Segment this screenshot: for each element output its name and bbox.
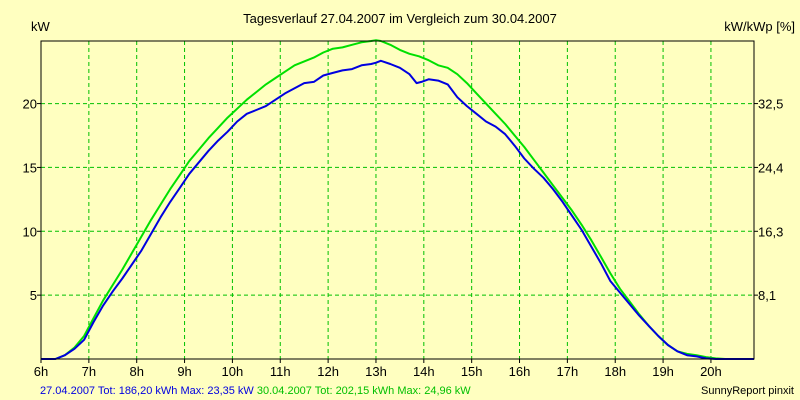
y-tick-label-right: 8,1	[758, 288, 776, 303]
y-tick-label-right: 32,5	[758, 97, 783, 112]
series-line-2	[41, 39, 754, 360]
x-tick-label: 14h	[413, 364, 435, 379]
credit-text: SunnyReport pinxit	[701, 385, 794, 397]
y-tick-label-left: 20	[23, 97, 37, 112]
x-tick-label: 18h	[604, 364, 626, 379]
y-tick-label-left: 5	[30, 288, 37, 303]
chart-title: Tagesverlauf 27.04.2007 im Vergleich zum…	[243, 11, 557, 26]
x-tick-label: 19h	[652, 364, 674, 379]
x-tick-label: 7h	[82, 364, 96, 379]
legend-entry-2: 30.04.2007 Tot: 202,15 kWh Max: 24,96 kW	[254, 385, 471, 397]
series-line-1	[41, 59, 754, 360]
right-axis-unit: kW/kWp [%]	[724, 19, 795, 34]
x-tick-label: 13h	[365, 364, 387, 379]
y-tick-label-right: 24,4	[758, 160, 783, 175]
x-tick-label: 9h	[177, 364, 191, 379]
x-tick-label: 15h	[461, 364, 483, 379]
x-tick-label: 11h	[270, 364, 291, 379]
plot-frame	[40, 40, 755, 360]
legend: 27.04.2007 Tot: 186,20 kWh Max: 23,35 kW…	[40, 385, 471, 397]
legend-entry-1: 27.04.2007 Tot: 186,20 kWh Max: 23,35 kW	[40, 385, 254, 397]
x-tick-label: 6h	[34, 364, 48, 379]
x-tick-label: 17h	[557, 364, 579, 379]
x-tick-label: 10h	[222, 364, 244, 379]
left-axis-unit: kW	[31, 19, 51, 34]
x-tick-label: 20h	[700, 364, 722, 379]
x-tick-label: 16h	[509, 364, 531, 379]
y-tick-label-left: 10	[23, 224, 37, 239]
y-tick-label-left: 15	[23, 160, 37, 175]
x-tick-label: 8h	[129, 364, 143, 379]
x-tick-label: 12h	[317, 364, 339, 379]
y-tick-label-right: 16,3	[758, 224, 783, 239]
